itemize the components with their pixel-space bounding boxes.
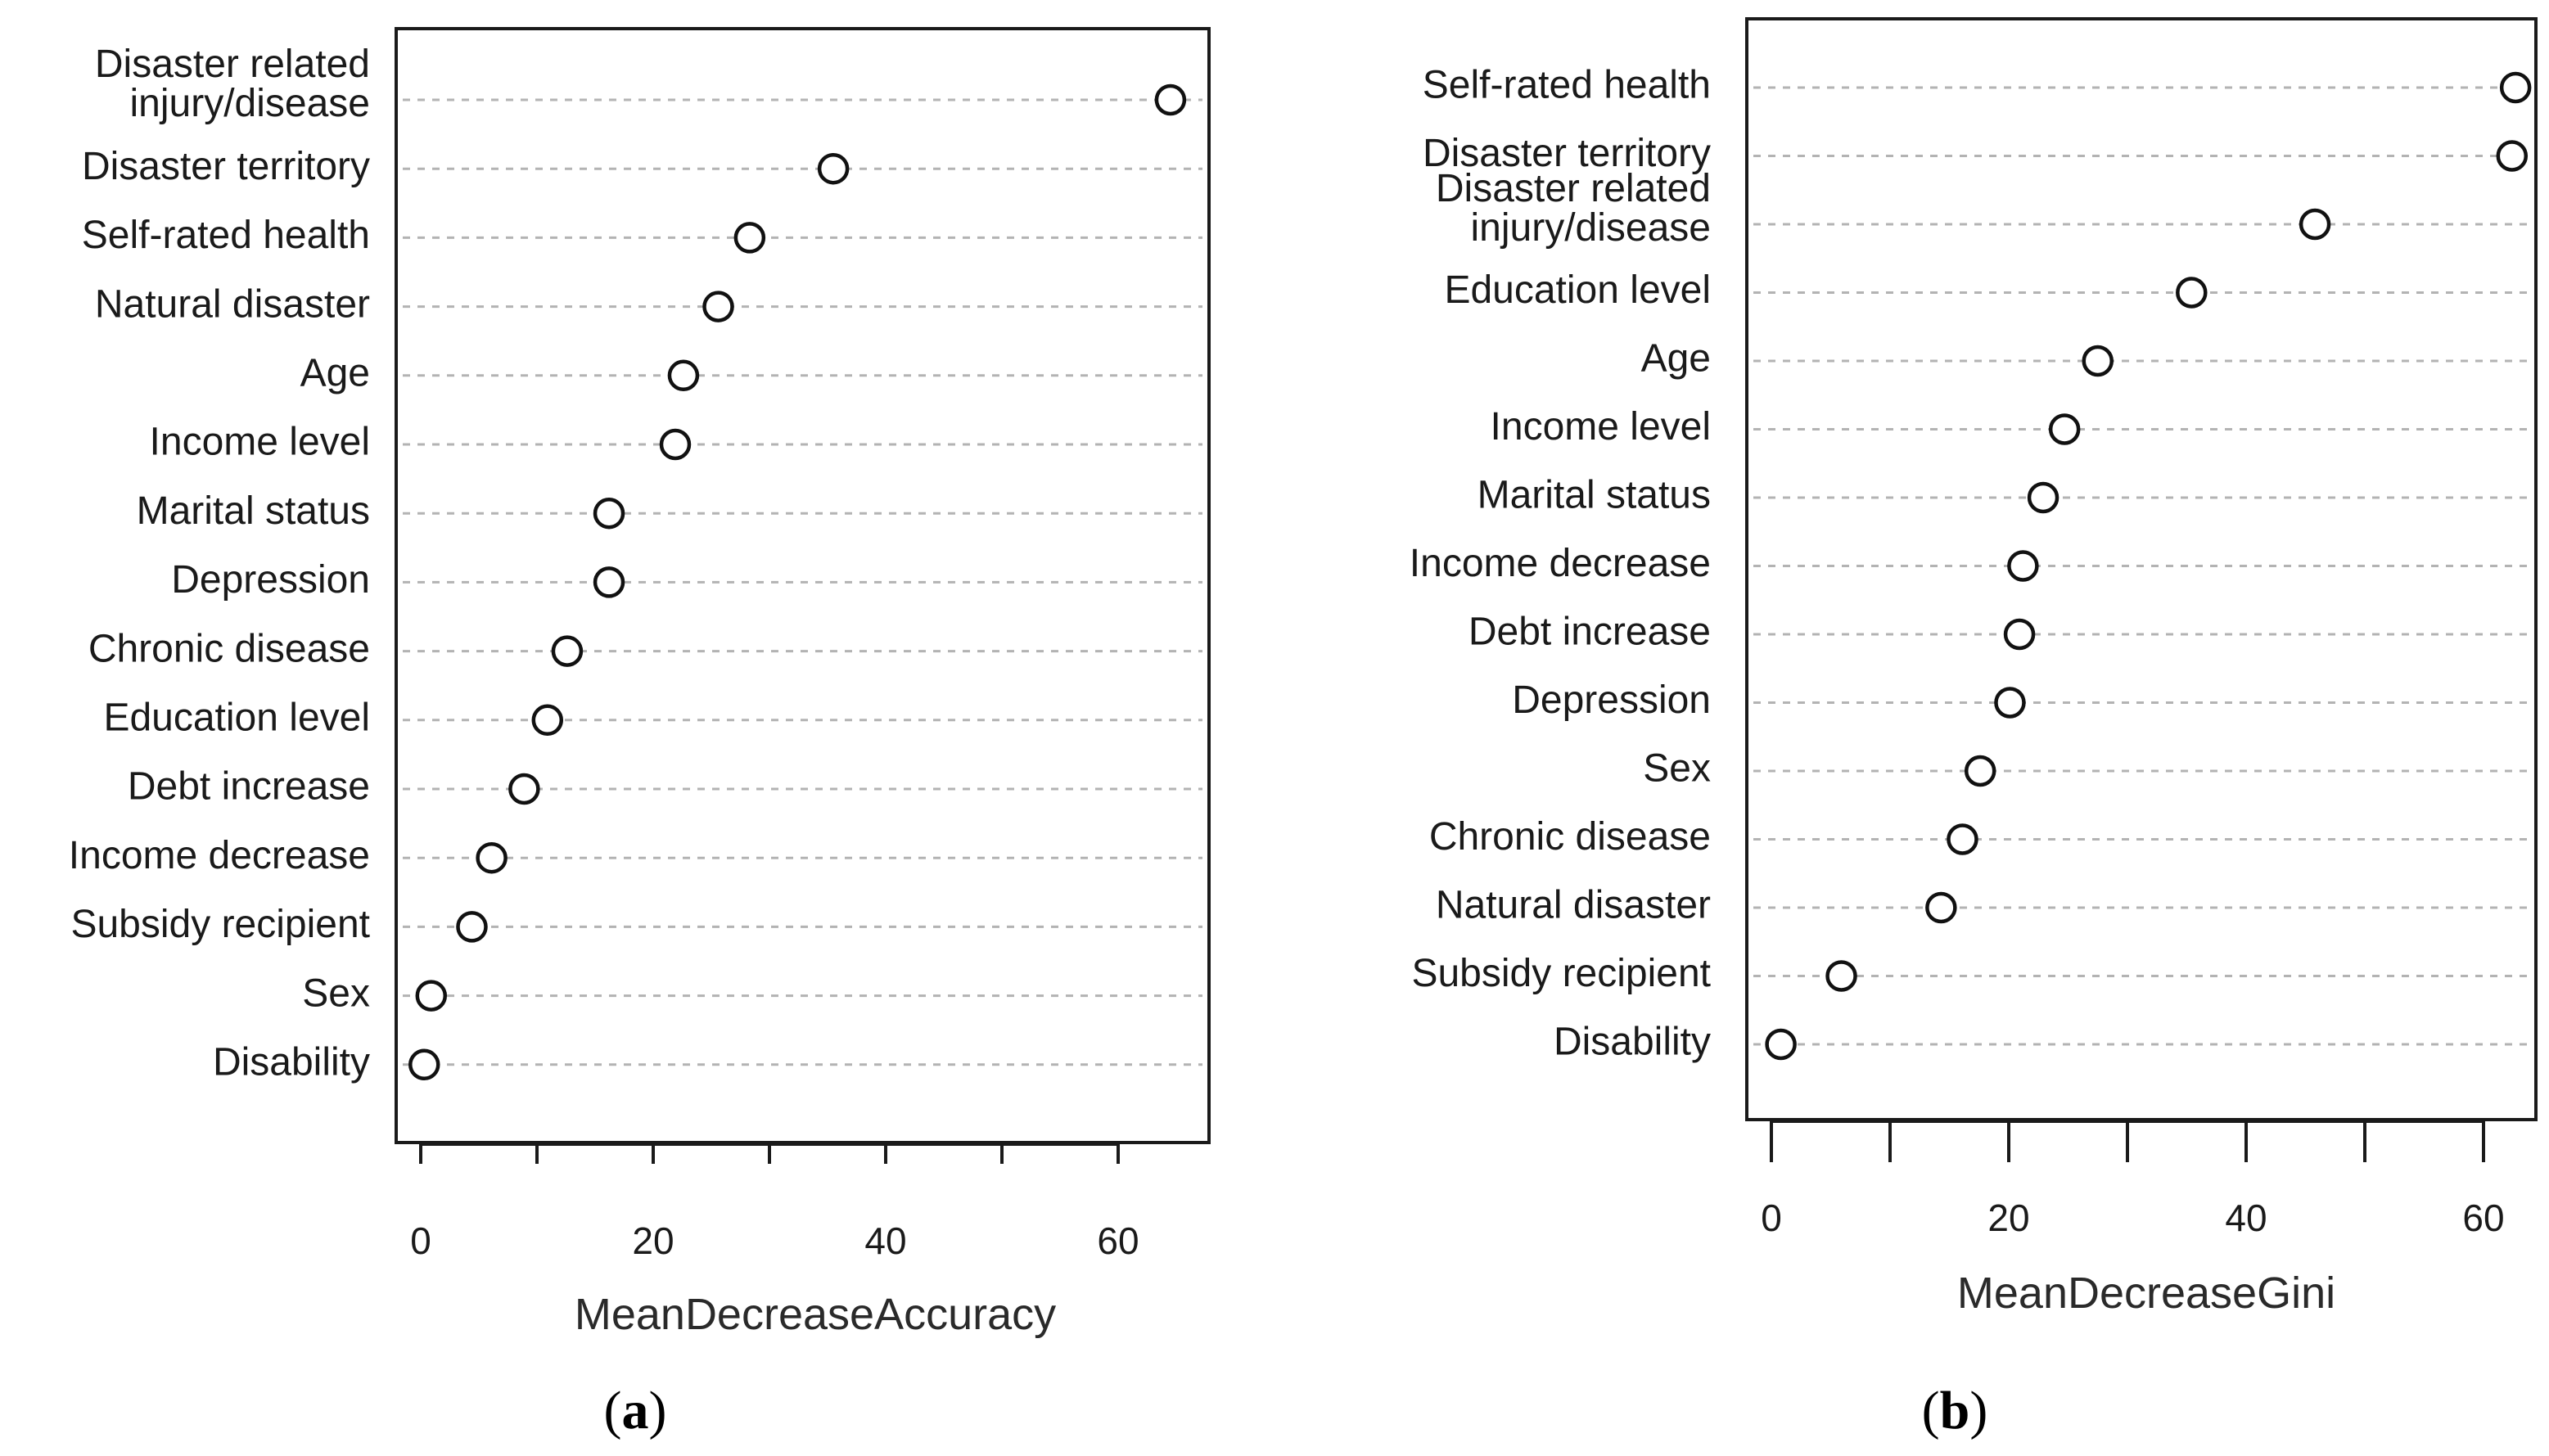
panel-b-data-point (2176, 277, 2208, 309)
panel-a-category-label: Debt increase (128, 765, 370, 809)
panel-b-x-axis-title: MeanDecreaseGini (1957, 1269, 2335, 1318)
panel-b-data-point (2027, 481, 2060, 514)
panel-a-x-axis-title: MeanDecreaseAccuracy (575, 1290, 1056, 1339)
panel-b-data-point (2007, 550, 2039, 582)
panel-a-data-point (551, 635, 584, 667)
panel-b-category-label: Disaster related injury/disease (1436, 167, 1711, 250)
panel-a-category-label: Sex (302, 971, 370, 1015)
panel-b-data-point (1825, 960, 1857, 992)
panel-b-category-label: Subsidy recipient (1411, 952, 1711, 995)
panel-a-data-point (659, 428, 692, 461)
panel-a-data-point (817, 152, 850, 185)
panel-b-category-label: Income level (1491, 405, 1711, 449)
panel-a-data-point (415, 980, 448, 1012)
panel-a-category-label: Income level (150, 421, 370, 464)
panel-a-category-label: Disaster territory (82, 145, 370, 188)
panel-b-plot-frame (1745, 17, 2538, 1121)
panel-a-x-tick-label: 60 (1097, 1219, 1139, 1262)
panel-b-data-point (2299, 208, 2331, 241)
panel-a-data-point (1154, 83, 1187, 116)
panel-b-category-label: Natural disaster (1436, 884, 1711, 927)
panel-a-x-tick-label: 0 (410, 1219, 431, 1262)
panel-b-data-point (2082, 345, 2114, 377)
panel-a-plot-frame (395, 27, 1211, 1144)
panel-b-data-point (2048, 413, 2081, 445)
panel-b-category-label: Disability (1554, 1021, 1711, 1064)
panel-a-panel-label: (a) (604, 1381, 667, 1440)
panel-b-x-tick-label: 60 (2462, 1197, 2504, 1239)
panel-a-data-point (508, 773, 540, 805)
panel-b-data-point (1964, 755, 1996, 787)
panel-b-category-label: Chronic disease (1429, 815, 1711, 859)
panel-b-category-label: Age (1641, 337, 1711, 381)
panel-a-x-tick-label: 40 (864, 1219, 906, 1262)
panel-a-category-label: Age (300, 351, 370, 394)
panel-b-category-label: Income decrease (1410, 542, 1711, 585)
panel-b-category-label: Marital status (1478, 474, 1711, 517)
panel-a-category-label: Income decrease (69, 834, 370, 877)
panel-b-data-point (1925, 891, 1957, 924)
panel-a-data-point (733, 222, 766, 254)
panel-a-data-point (667, 359, 700, 392)
panel-a-category-label: Subsidy recipient (70, 903, 370, 946)
panel-b-x-tick-label: 0 (1761, 1197, 1782, 1239)
panel-a-x-tick-label: 20 (632, 1219, 674, 1262)
panel-b-category-label: Self-rated health (1423, 64, 1711, 107)
panel-a-data-point (476, 841, 508, 874)
panel-b-data-point (2499, 71, 2532, 104)
panel-b-data-point (1947, 823, 1978, 855)
panel-a-category-label: Depression (171, 558, 370, 602)
panel-b-category-label: Education level (1444, 268, 1711, 312)
panel-a-category-label: Self-rated health (82, 214, 370, 257)
panel-a-category-label: Chronic disease (88, 627, 370, 670)
panel-b-x-tick-label: 40 (2225, 1197, 2267, 1239)
panel-a-category-label: Disability (213, 1040, 370, 1084)
panel-b-category-label: Depression (1512, 678, 1711, 722)
panel-a-data-point (408, 1048, 440, 1081)
panel-a-chart: Disaster related injury/disease Disaster t… (69, 27, 1211, 1440)
panel-a-category-label: Natural disaster (95, 282, 370, 326)
panel-b-data-point (1765, 1028, 1797, 1061)
panel-b-category-label: Sex (1643, 747, 1711, 791)
panel-b-data-point (2003, 618, 2036, 651)
panel-b-panel-label: (b) (1922, 1381, 1988, 1440)
panel-a-category-label: Education level (103, 696, 370, 739)
panel-b-category-label: Disaster territory (1423, 132, 1711, 175)
panel-a-data-point (702, 291, 734, 322)
panel-b-category-label: Debt increase (1468, 611, 1711, 654)
panel-a-category-label: Disaster related injury/disease (95, 43, 370, 125)
panel-b-data-point (2496, 140, 2529, 172)
panel-b-data-point (1994, 687, 2026, 719)
panel-a-data-point (593, 566, 625, 598)
panel-a-data-point (593, 497, 625, 530)
panel-b-x-tick-label: 20 (1987, 1197, 2029, 1239)
panel-a-data-point (456, 911, 488, 943)
panel-a-category-label: Marital status (137, 489, 370, 533)
panel-b-chart: Self-rated health Disaster territoryDisas… (1410, 17, 2538, 1440)
panel-a-data-point (531, 704, 564, 737)
